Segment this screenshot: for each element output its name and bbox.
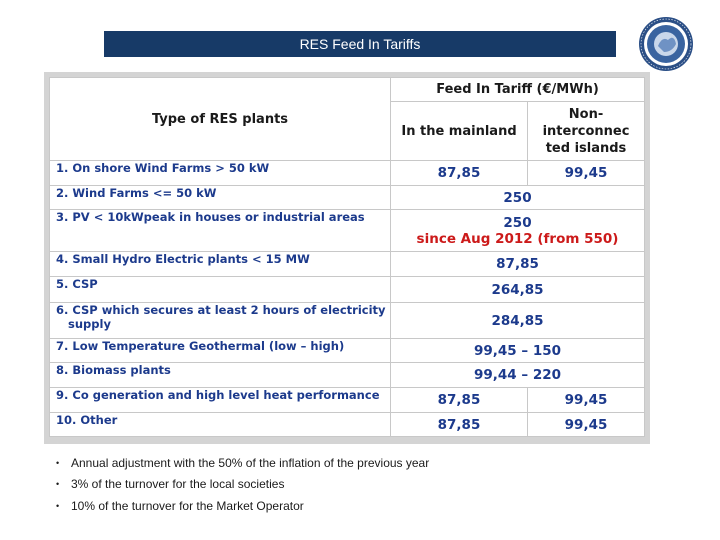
plant-label: 4. Small Hydro Electric plants < 15 MW	[56, 252, 310, 266]
table-row: 4. Small Hydro Electric plants < 15 MW 8…	[49, 251, 646, 277]
plant-cell: 6. CSP which secures at least 2 hours of…	[49, 302, 391, 339]
table-row: 1. On shore Wind Farms > 50 kW 87,85 99,…	[49, 160, 646, 186]
plant-cell: 7. Low Temperature Geothermal (low – hig…	[49, 338, 391, 363]
table-row: 8. Biomass plants 99,44 – 220	[49, 362, 646, 388]
islands-value-cell: 99,45	[526, 160, 646, 186]
header-islands-line: ted islands	[545, 140, 627, 156]
combined-value: 99,44 – 220	[473, 367, 562, 383]
combined-value-cell: 264,85	[389, 276, 646, 303]
table-row: 3. PV < 10kWpeak in houses or industrial…	[49, 209, 646, 252]
combined-value: 87,85	[496, 256, 539, 272]
mainland-value-cell: 87,85	[390, 412, 528, 437]
islands-value: 99,45	[564, 165, 608, 181]
tariff-table-frame: Type of RES plants Feed In Tariff (€/MWh…	[44, 72, 650, 444]
tariff-table: Type of RES plants Feed In Tariff (€/MWh…	[49, 77, 646, 437]
bullet-icon: •	[56, 500, 60, 511]
plant-label: 7. Low Temperature Geothermal (low – hig…	[56, 339, 345, 353]
islands-value: 99,45	[564, 392, 608, 408]
note-text: 3% of the turnover for the local societi…	[71, 477, 285, 492]
combined-value-cell: 250	[389, 185, 646, 210]
combined-value: 264,85	[491, 281, 544, 298]
combined-value: 250	[503, 214, 532, 231]
plant-label: 8. Biomass plants	[56, 363, 171, 377]
combined-value: 250	[503, 189, 532, 206]
combined-value-cell: 250 since Aug 2012 (from 550)	[389, 209, 646, 252]
combined-value-cell: 99,45 – 150	[389, 338, 646, 363]
combined-value-note: since Aug 2012 (from 550)	[416, 230, 619, 247]
table-subheader-row: In the mainland Non- interconnec ted isl…	[50, 101, 646, 161]
plant-cell: 4. Small Hydro Electric plants < 15 MW	[49, 251, 391, 277]
mainland-value-cell: 87,85	[390, 160, 528, 186]
combined-value-cell: 284,85	[389, 302, 646, 339]
combined-value-cell: 99,44 – 220	[389, 362, 646, 388]
plant-label: 6. CSP which secures at least 2 hours of…	[56, 303, 386, 317]
islands-value-cell: 99,45	[526, 412, 646, 437]
header-islands-line: Non-	[568, 106, 604, 122]
mainland-value: 87,85	[437, 416, 481, 433]
bullet-icon: •	[56, 479, 60, 490]
header-islands-line: interconnec	[542, 123, 630, 139]
combined-value: 99,45 – 150	[473, 342, 562, 359]
plant-label: 1. On shore Wind Farms > 50 kW	[56, 161, 270, 175]
plant-cell: 1. On shore Wind Farms > 50 kW	[49, 160, 391, 186]
header-fit-label: Feed In Tariff (€/MWh)	[436, 82, 599, 97]
note-text: Annual adjustment with the 50% of the in…	[71, 455, 430, 470]
notes-list: • Annual adjustment with the 50% of the …	[56, 452, 676, 517]
combined-value-cell: 87,85	[389, 251, 646, 277]
table-row: 2. Wind Farms <= 50 kW 250	[49, 185, 646, 210]
plant-label-continued: supply	[68, 317, 111, 331]
slide-title-bar: RES Feed In Tariffs	[104, 31, 616, 57]
plant-cell: 5. CSP	[49, 276, 391, 303]
plant-label: 9. Co generation and high level heat per…	[56, 388, 380, 402]
header-mainland-label: In the mainland	[401, 123, 517, 139]
mainland-value: 87,85	[437, 392, 481, 408]
list-item: • 10% of the turnover for the Market Ope…	[56, 495, 676, 517]
header-islands: Non- interconnec ted islands	[526, 101, 646, 161]
islands-value: 99,45	[564, 416, 608, 433]
plant-cell: 3. PV < 10kWpeak in houses or industrial…	[49, 209, 391, 252]
table-row: 9. Co generation and high level heat per…	[49, 387, 646, 413]
plant-cell: 8. Biomass plants	[49, 362, 391, 388]
header-type-label: Type of RES plants	[151, 111, 289, 127]
table-row: 5. CSP 264,85	[49, 276, 646, 303]
ministry-seal-logo	[639, 17, 693, 71]
table-row: 10. Other 87,85 99,45	[49, 412, 646, 437]
table-row: 7. Low Temperature Geothermal (low – hig…	[49, 338, 646, 363]
plant-cell: 9. Co generation and high level heat per…	[49, 387, 391, 413]
header-type: Type of RES plants	[49, 77, 391, 161]
header-mainland: In the mainland	[390, 101, 528, 161]
mainland-value: 87,85	[437, 165, 481, 181]
header-fit: Feed In Tariff (€/MWh)	[389, 77, 646, 102]
plant-label: 10. Other	[56, 413, 118, 427]
list-item: • 3% of the turnover for the local socie…	[56, 474, 676, 496]
islands-value-cell: 99,45	[526, 387, 646, 413]
table-header-row: Type of RES plants Feed In Tariff (€/MWh…	[49, 77, 646, 161]
note-text: 10% of the turnover for the Market Opera…	[71, 498, 304, 513]
bullet-icon: •	[56, 457, 60, 468]
slide-title: RES Feed In Tariffs	[299, 36, 421, 52]
mainland-value-cell: 87,85	[390, 387, 528, 413]
plant-cell: 2. Wind Farms <= 50 kW	[49, 185, 391, 210]
combined-value: 284,85	[491, 312, 544, 329]
list-item: • Annual adjustment with the 50% of the …	[56, 452, 676, 474]
table-row: 6. CSP which secures at least 2 hours of…	[49, 302, 646, 339]
plant-cell: 10. Other	[49, 412, 391, 437]
plant-label: 5. CSP	[56, 277, 98, 291]
plant-label: 3. PV < 10kWpeak in houses or industrial…	[56, 210, 365, 224]
plant-label: 2. Wind Farms <= 50 kW	[56, 186, 217, 200]
